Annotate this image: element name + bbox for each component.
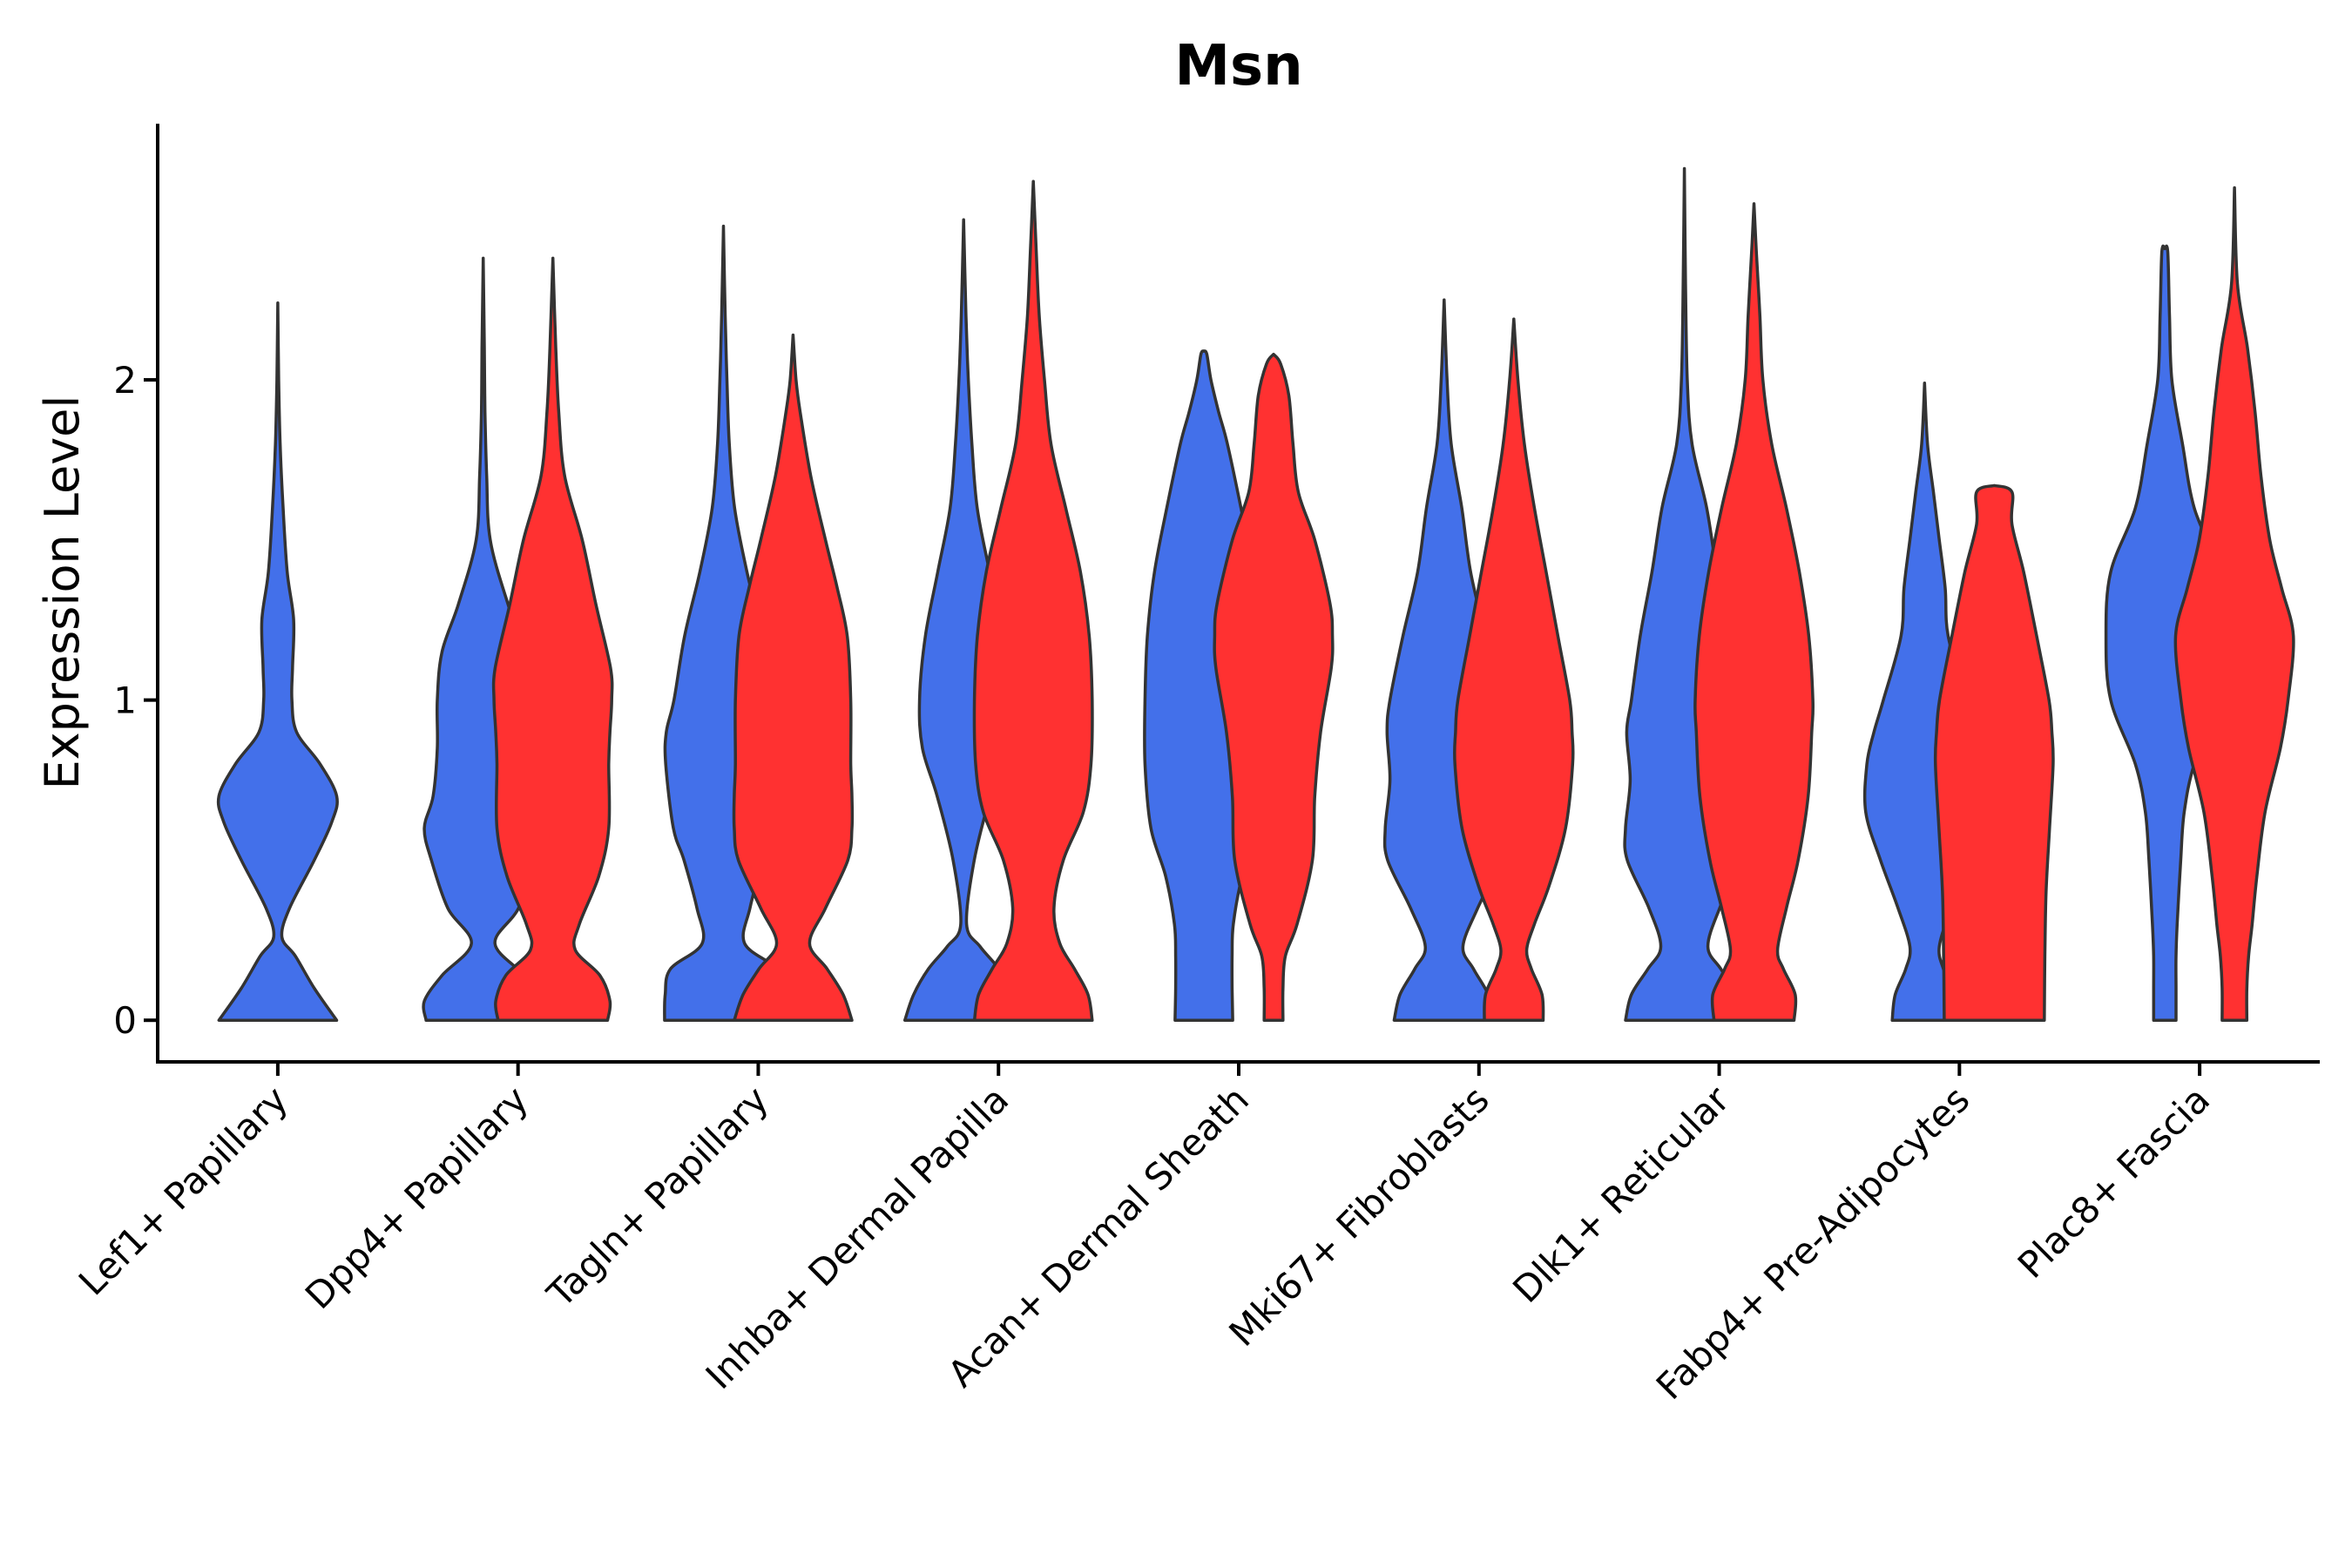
y-tick-label: 0 [113,999,137,1042]
violin-1-a [216,301,339,1022]
x-tick-label: Mki67+ Fibroblasts [1220,1078,1497,1354]
violin-9-b [2173,186,2295,1022]
violin-5-b [1213,352,1335,1022]
violin-3-b [732,333,855,1022]
x-tick-label: Dpp4+ Papillary [297,1078,537,1317]
x-tick-label: Lef1+ Papillary [71,1078,296,1303]
y-tick-label: 1 [113,679,137,722]
violin-group [216,166,2295,1022]
violin-4-a [902,218,1024,1022]
y-tick-label: 2 [113,359,137,402]
violin-4-b [972,179,1094,1022]
violin-6-b [1452,317,1575,1022]
y-axis-ticks: 0 1 2 [113,359,158,1042]
violin-7-b [1693,202,1815,1022]
violin-2-b [491,256,614,1022]
x-axis-ticks: Lef1+ Papillary Dpp4+ Papillary Tagln+ Pap… [71,1062,2218,1408]
x-tick-label: Dlk1+ Reticular [1504,1078,1738,1311]
x-tick-label: Tagln+ Papillary [538,1078,776,1315]
chart-title: Msn [1174,34,1302,98]
y-axis-label: Expression Level [35,395,90,790]
violin-9-a [2104,244,2226,1022]
violin-8-b [1933,483,2055,1022]
x-tick-label: Plac8+ Fascia [2010,1078,2218,1286]
